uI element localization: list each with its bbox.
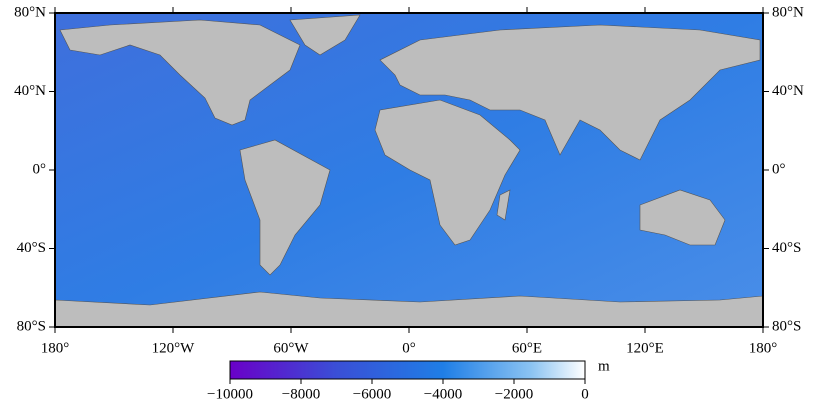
y-tick-label: 40°S [17,240,46,256]
y-tick-label: 40°N [14,83,46,99]
y-tick-label: 80°S [772,318,801,334]
x-tick-label: 0° [402,340,416,356]
colorbar-tick-label: 0 [581,386,589,401]
australia [639,189,726,246]
colorbar-tick-label: −4000 [424,386,462,401]
colorbar-unit: m [598,358,610,374]
north-america [59,19,301,126]
x-tick-label: 180° [749,340,778,356]
colorbar-tick-label: −10000 [207,386,253,401]
map-area [54,12,764,328]
y-tick-label: 0° [772,161,786,177]
x-tick-label: 120°E [626,340,664,356]
x-tick-label: 60°W [273,340,309,356]
greenland [289,14,361,56]
y-tick-label: 40°N [772,83,804,99]
eurasia [379,24,761,161]
colorbar [229,360,586,380]
y-tick-label: 40°S [772,240,801,256]
land [54,14,764,328]
y-tick-label: 0° [33,161,47,177]
madagascar [496,189,511,221]
x-tick-label: 180° [41,340,70,356]
y-tick-label: 80°S [17,318,46,334]
y-tick-label: 80°N [772,4,804,20]
y-tick-label: 80°N [14,4,46,20]
colorbar-tick-label: −2000 [495,386,533,401]
x-tick-label: 60°E [512,340,542,356]
colorbar-tick-label: −8000 [282,386,320,401]
africa [374,99,521,246]
colorbar-tick-label: −6000 [353,386,391,401]
south-america [239,139,331,276]
x-tick-label: 120°W [152,340,195,356]
